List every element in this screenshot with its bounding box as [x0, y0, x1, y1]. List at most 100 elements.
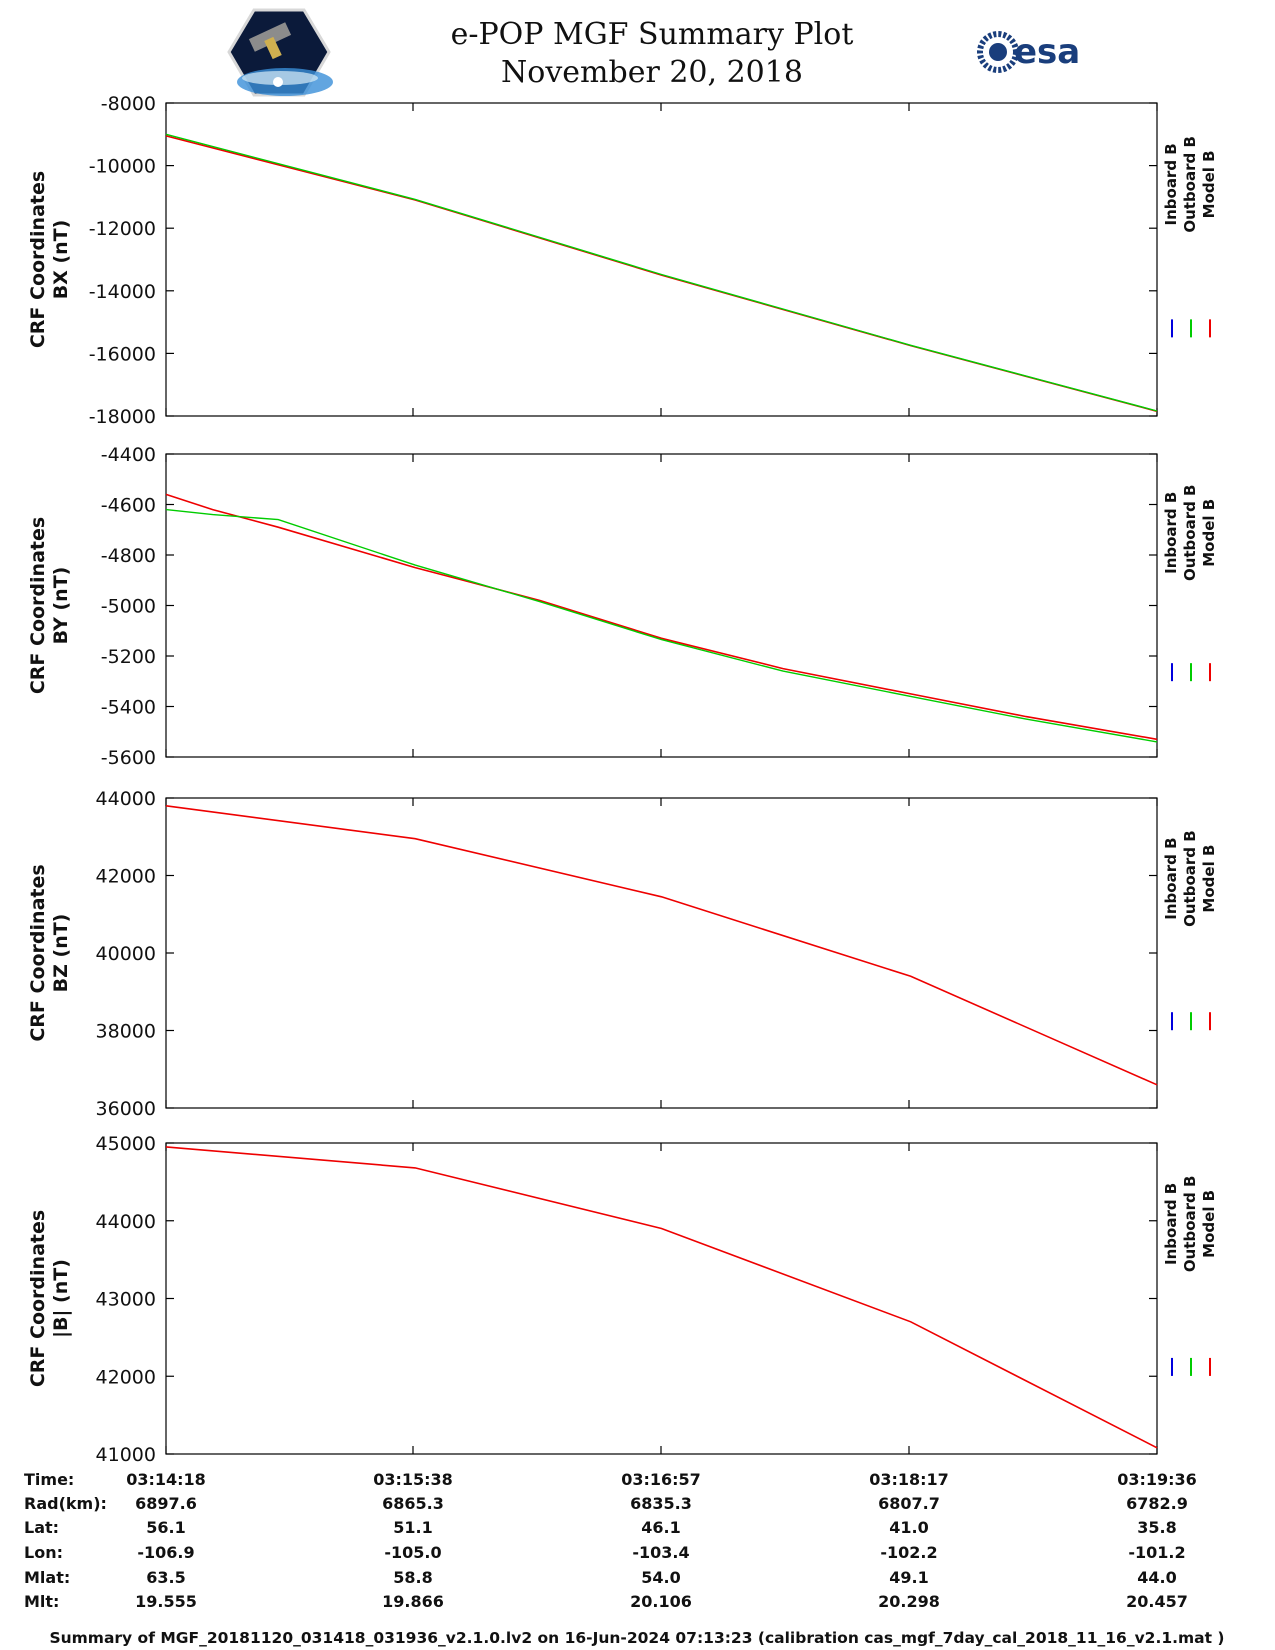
y-axis-label: CRF CoordinatesBX (nT) — [27, 171, 72, 348]
series-line-model-b — [165, 135, 1158, 413]
legend-label: Outboard B — [1181, 1176, 1199, 1273]
y-tick-label: 42000 — [96, 866, 156, 888]
x-tick-label: 03:19:36 — [1117, 1470, 1197, 1489]
ephemeris-value: 58.8 — [393, 1568, 432, 1587]
y-axis-label: CRF CoordinatesBY (nT) — [27, 517, 72, 694]
y-axis-label-line: BX (nT) — [50, 220, 72, 300]
legend-label: Inboard B — [1162, 837, 1180, 919]
footer-summary: Summary of MGF_20181120_031418_031936_v2… — [49, 1629, 1224, 1647]
ephemeris-value: 20.106 — [630, 1592, 692, 1611]
y-tick-label: 42000 — [96, 1366, 156, 1388]
ephemeris-value: 6897.6 — [135, 1494, 197, 1513]
legend-label: Model B — [1200, 150, 1218, 218]
esa-logo-text: esa — [1014, 32, 1080, 72]
ephemeris-value: 20.298 — [878, 1592, 940, 1611]
plot-date: November 20, 2018 — [501, 55, 803, 90]
y-tick-label: -16000 — [89, 343, 156, 365]
y-tick-label: 41000 — [96, 1444, 156, 1466]
legend-label: Outboard B — [1181, 830, 1199, 927]
y-tick-label: -14000 — [89, 281, 156, 303]
y-tick-label: -8000 — [101, 93, 156, 115]
ephemeris-row-label: Mlt: — [24, 1592, 59, 1611]
legend-label: Inboard B — [1162, 492, 1180, 574]
ephemeris-row-label: Rad(km): — [24, 1494, 107, 1513]
y-tick-label: -5600 — [101, 747, 156, 769]
ephemeris-value: 6782.9 — [1126, 1494, 1188, 1513]
y-tick-label: 44000 — [96, 1211, 156, 1233]
series-line-model-b — [165, 493, 1158, 741]
panel-1: -18000 -16000 -14000 -12000 -10000 -8000 CRF C… — [27, 93, 1218, 428]
y-tick-label: -12000 — [89, 218, 156, 240]
ephemeris-value: -105.0 — [384, 1543, 441, 1562]
plot-frame — [165, 102, 1158, 417]
ephemeris-table: Time: Rad(km): Lat: Lon: Mlat: Mlt: 03:14:18 68… — [24, 1470, 1197, 1611]
y-axis-label-line: BY (nT) — [50, 567, 72, 645]
y-tick-label: -18000 — [89, 406, 156, 428]
legend-label: Inboard B — [1162, 143, 1180, 225]
y-tick-label: -10000 — [89, 156, 156, 178]
ephemeris-row-label: Mlat: — [24, 1568, 70, 1587]
y-tick-label: -5200 — [101, 646, 156, 668]
ephemeris-row-label: Time: — [24, 1470, 74, 1489]
y-tick-label: -4800 — [101, 545, 156, 567]
ephemeris-value: 44.0 — [1137, 1568, 1176, 1587]
chart-panels: -18000 -16000 -14000 -12000 -10000 -8000 CRF C… — [27, 93, 1218, 1466]
ephemeris-row-label: Lat: — [24, 1518, 59, 1537]
y-tick-label: -4400 — [101, 444, 156, 466]
y-axis-label-line: CRF Coordinates — [27, 1210, 49, 1387]
panel-2: -5600 -5400 -5200 -5000 -4800 -4600 -4400 CRF C… — [27, 444, 1218, 769]
legend-label: Inboard B — [1162, 1183, 1180, 1265]
ephemeris-value: 63.5 — [146, 1568, 185, 1587]
ephemeris-value: -103.4 — [632, 1543, 689, 1562]
y-tick-label: 40000 — [96, 943, 156, 965]
y-tick-label: 45000 — [96, 1133, 156, 1155]
y-tick-label: -4600 — [101, 495, 156, 517]
plot-frame — [165, 453, 1158, 758]
ephemeris-value: 56.1 — [146, 1518, 185, 1537]
legend-label: Model B — [1200, 1190, 1218, 1258]
y-tick-label: -5400 — [101, 697, 156, 719]
x-tick-label: 03:15:38 — [373, 1470, 453, 1489]
ephemeris-value: 6865.3 — [382, 1494, 444, 1513]
ephemeris-value: 51.1 — [393, 1518, 432, 1537]
ephemeris-value: -106.9 — [137, 1543, 194, 1562]
y-axis-label-line: CRF Coordinates — [27, 517, 49, 694]
y-tick-label: 38000 — [96, 1021, 156, 1043]
esa-logo: esa — [977, 31, 1080, 73]
series-line-outboard-b — [165, 508, 1158, 743]
series-line-model-b — [165, 1146, 1158, 1449]
ephemeris-value: -101.2 — [1128, 1543, 1185, 1562]
plot-title: e-POP MGF Summary Plot — [451, 17, 854, 52]
y-axis-label-line: |B| (nT) — [50, 1259, 72, 1338]
plot-frame — [165, 797, 1158, 1109]
ephemeris-value: 19.555 — [135, 1592, 197, 1611]
legend-label: Model B — [1200, 499, 1218, 567]
x-tick-label: 03:18:17 — [869, 1470, 949, 1489]
x-tick-label: 03:14:18 — [126, 1470, 206, 1489]
ephemeris-value: 20.457 — [1126, 1592, 1188, 1611]
legend-label: Outboard B — [1181, 484, 1199, 581]
ephemeris-value: 6835.3 — [630, 1494, 692, 1513]
ephemeris-value: 19.866 — [382, 1592, 444, 1611]
ephemeris-row-label: Lon: — [24, 1543, 63, 1562]
series-line-outboard-b — [165, 133, 1158, 412]
ephemeris-value: 49.1 — [889, 1568, 928, 1587]
series-line-model-b — [165, 805, 1158, 1086]
ephemeris-value: 35.8 — [1137, 1518, 1176, 1537]
y-axis-label: CRF Coordinates|B| (nT) — [27, 1210, 72, 1387]
cassiope-mission-logo — [227, 8, 333, 97]
ephemeris-value: 54.0 — [641, 1568, 680, 1587]
ephemeris-value: 41.0 — [889, 1518, 928, 1537]
panel-3: 36000 38000 40000 42000 44000 CRF Coordinates… — [27, 788, 1218, 1120]
y-axis-label: CRF CoordinatesBZ (nT) — [27, 864, 72, 1041]
y-tick-label: 43000 — [96, 1289, 156, 1311]
y-axis-label-line: CRF Coordinates — [27, 171, 49, 348]
ephemeris-value: 46.1 — [641, 1518, 680, 1537]
ephemeris-value: -102.2 — [880, 1543, 937, 1562]
y-tick-label: 44000 — [96, 788, 156, 810]
y-tick-label: 36000 — [96, 1098, 156, 1120]
y-tick-label: -5000 — [101, 596, 156, 618]
legend-label: Model B — [1200, 845, 1218, 913]
y-axis-label-line: BZ (nT) — [50, 914, 72, 993]
